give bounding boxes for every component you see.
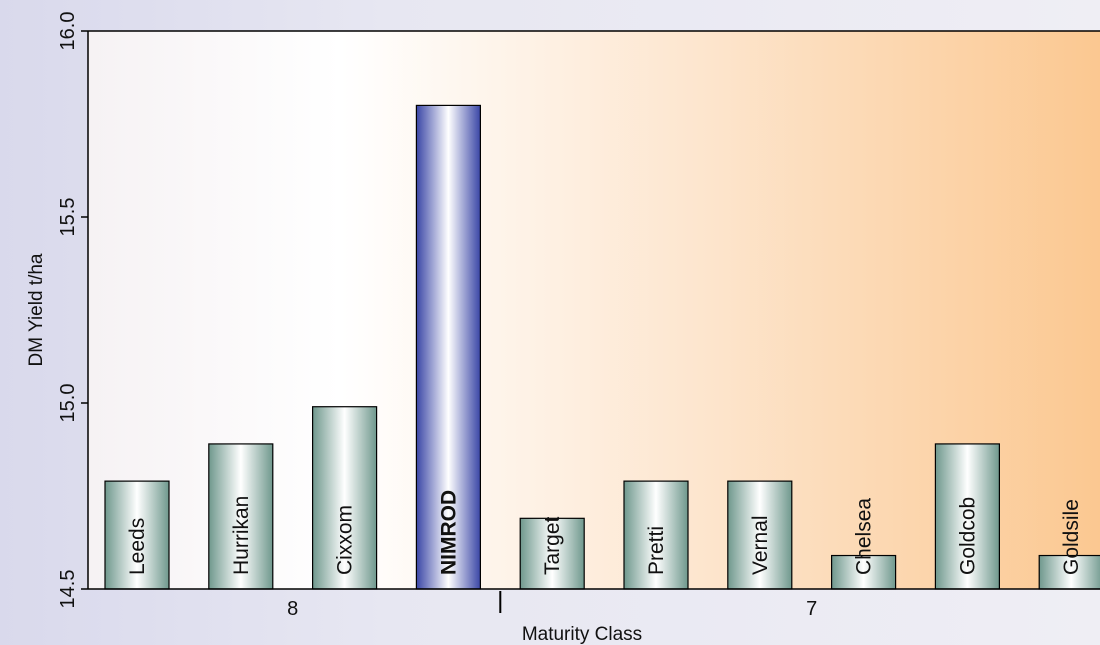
y-tick-label: 16.0 — [57, 12, 79, 51]
bar-goldcob — [934, 443, 1001, 590]
x-axis-title: Maturity Class — [522, 624, 642, 645]
bar-label-goldsile: Goldsile — [1060, 499, 1083, 575]
bar-label-leeds: Leeds — [126, 518, 149, 575]
bar-label-chelsea: Chelsea — [853, 498, 876, 575]
bar-label-nimrod: NIMROD — [437, 490, 460, 575]
bar-chelsea — [830, 554, 897, 590]
y-axis-title: DM Yield t/ha — [26, 253, 47, 366]
bar-label-pretti: Pretti — [645, 526, 668, 575]
bar-label-hurrikan: Hurrikan — [230, 496, 253, 575]
y-tick-label: 14.5 — [57, 570, 79, 609]
bar-label-target: Target — [541, 516, 564, 575]
bar-label-goldcob: Goldcob — [956, 497, 979, 575]
maturity-group-label: 7 — [806, 598, 817, 620]
bars-group — [104, 104, 1100, 590]
y-ticks-group: 14.5 15.0 15.5 16.0 — [57, 12, 88, 609]
bar-nimrod — [415, 104, 481, 590]
maturity-group-label: 8 — [287, 598, 298, 620]
bar-leeds — [104, 480, 170, 590]
bar-labels-group: Leeds Hurrikan Cixxom NIMROD Target Pretti Ver… — [126, 490, 1083, 575]
bar-hurrikan — [208, 443, 274, 590]
bar-cixxom — [312, 406, 378, 590]
y-tick-label: 15.0 — [57, 384, 79, 423]
y-tick-label: 15.5 — [57, 198, 79, 237]
bar-label-vernal: Vernal — [749, 515, 772, 575]
bar-label-cixxom: Cixxom — [334, 505, 357, 575]
bar-vernal — [727, 480, 793, 590]
